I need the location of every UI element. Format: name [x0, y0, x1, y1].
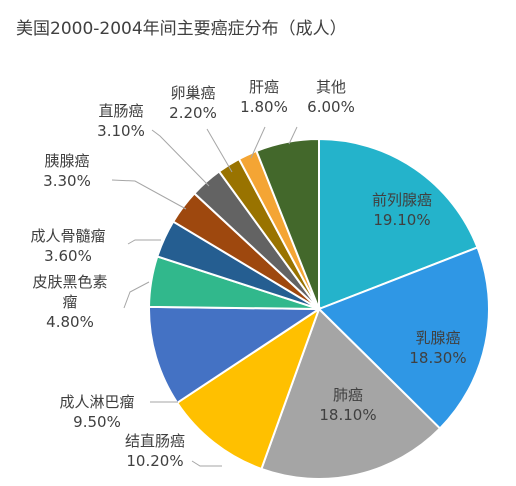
slice-name-label: 卵巢癌: [170, 84, 215, 102]
pie-slice-2: [260, 307, 442, 480]
leader-line-6: [127, 239, 161, 245]
slice-value-label: 10.20%: [126, 452, 183, 470]
slice-value-label: 19.10%: [373, 211, 430, 229]
slice-label-2: 肺癌 18.10%: [319, 386, 376, 424]
slice-value-label: 2.20%: [169, 104, 217, 122]
leader-line-5: [123, 281, 150, 309]
chart-title: 美国2000-2004年间主要癌症分布（成人）: [16, 19, 347, 39]
pie-slice-4: [148, 305, 323, 405]
slice-label-10: 肝癌 1.80%: [240, 78, 288, 116]
slice-name-label: 结直肠癌: [125, 432, 185, 450]
leader-lines-layer: [111, 126, 298, 467]
slice-name-label: 皮肤黑色素: [32, 273, 107, 291]
slice-label-4: 成人淋巴瘤 9.50%: [59, 393, 134, 431]
slice-label-7: 胰腺癌 3.30%: [43, 152, 91, 190]
slice-value-label: 3.30%: [43, 172, 91, 190]
slice-label-3: 结直肠癌 10.20%: [125, 432, 185, 470]
slice-value-label: 9.50%: [73, 413, 121, 431]
slice-value-label: 18.30%: [409, 349, 466, 367]
slice-value-label: 4.80%: [46, 313, 94, 331]
slice-name-label: 直肠癌: [98, 102, 143, 120]
slice-label-0: 前列腺癌 19.10%: [372, 191, 432, 229]
labels-layer: 前列腺癌 19.10% 乳腺癌 18.30% 肺癌 18.10% 结直肠癌 10.20% 成人淋…: [30, 78, 466, 470]
pie-slice-1: [317, 246, 490, 430]
leader-line-3: [191, 460, 222, 467]
slices-layer: [147, 137, 490, 480]
slice-label-5: 皮肤黑色素瘤 4.80%: [32, 273, 107, 331]
slice-label-9: 卵巢癌 2.20%: [169, 84, 217, 122]
slice-value-label: 1.80%: [240, 98, 288, 116]
slice-label-8: 直肠癌 3.10%: [97, 102, 145, 140]
slice-label-6: 成人骨髓瘤 3.60%: [30, 227, 105, 265]
leader-line-10: [250, 126, 266, 159]
pie-slice-0: [318, 137, 479, 311]
slice-name-label: 成人淋巴瘤: [59, 393, 134, 411]
slice-value-label: 3.60%: [44, 247, 92, 265]
slice-name-label: 肺癌: [333, 386, 363, 404]
slice-name-label: 其他: [316, 78, 346, 96]
slice-name-label: 前列腺癌: [372, 191, 432, 209]
leader-line-9: [206, 128, 233, 173]
leader-line-7: [111, 179, 187, 210]
slice-value-label: 6.00%: [307, 98, 355, 116]
leader-line-8: [151, 129, 210, 187]
slice-label-1: 乳腺癌 18.30%: [409, 329, 466, 367]
slice-label-11: 其他 6.00%: [307, 78, 355, 116]
slice-name-label: 肝癌: [249, 78, 279, 96]
pie-slice-3: [175, 306, 321, 471]
slice-name-label: 瘤: [62, 293, 77, 311]
pie-slice-11: [255, 137, 320, 310]
slice-name-label: 乳腺癌: [415, 329, 460, 347]
slice-name-label: 成人骨髓瘤: [30, 227, 105, 245]
slice-name-label: 胰腺癌: [44, 152, 89, 170]
slice-value-label: 18.10%: [319, 406, 376, 424]
slice-value-label: 3.10%: [97, 122, 145, 140]
leader-line-11: [288, 126, 298, 145]
